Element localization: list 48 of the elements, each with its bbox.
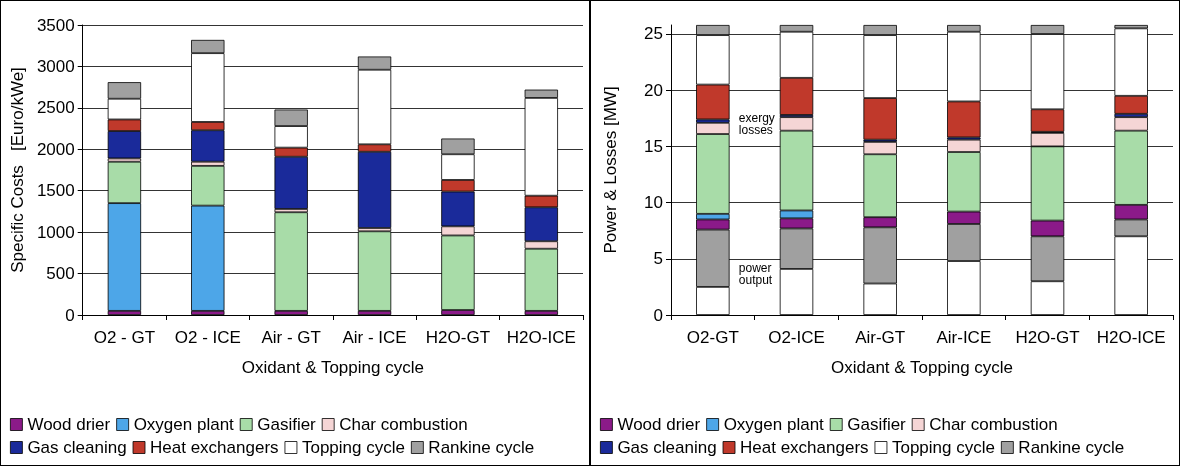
x-axis-title: Oxidant & Topping cycle [241, 358, 424, 377]
y-tick-label: 10 [644, 193, 663, 213]
y-axis-title: Power & Losses [MW] [601, 86, 620, 254]
y-tick-label: 0 [653, 305, 663, 325]
y-tick-label: 500 [46, 264, 75, 284]
legend-label: Rankine cycle [428, 438, 535, 457]
y-tick-label: 15 [644, 136, 663, 156]
x-tick-label: H2O-GT [425, 328, 491, 347]
y-axis-title: Specific Costs [Euro/kWe] [8, 67, 27, 273]
x-tick-label: H2O-ICE [506, 328, 576, 347]
x-tick-label: O2-GT [686, 328, 739, 347]
legend-label: Gas cleaning [617, 438, 717, 457]
x-tick-label: O2-ICE [768, 328, 825, 347]
x-tick-label: O2 - ICE [174, 328, 241, 347]
x-tick-label: O2 - GT [93, 328, 156, 347]
x-tick-label: Air-ICE [936, 328, 992, 347]
y-tick-label: 3000 [36, 56, 75, 76]
y-tick-label: 2500 [36, 98, 75, 118]
x-tick-label: H2O-GT [1015, 328, 1080, 347]
legend-label: Oxygen plant [133, 415, 235, 434]
y-tick-label: 0 [65, 305, 75, 325]
y-tick-label: 1000 [36, 222, 75, 242]
x-tick-label: H2O-ICE [1096, 328, 1166, 347]
annotation: exergy losses [738, 110, 775, 137]
legend-label: Wood drier [617, 415, 701, 434]
legend-label: Topping cycle [301, 438, 405, 457]
legend-label: Char combustion [339, 415, 468, 434]
legend-label: Gasifier [847, 415, 907, 434]
legend-label: Char combustion [929, 415, 1058, 434]
annotation: power output [738, 261, 773, 288]
y-tick-label: 1500 [36, 181, 75, 201]
legend-label: Heat exchangers [740, 438, 869, 457]
x-tick-label: Air - GT [261, 328, 321, 347]
legend-label: Topping cycle [891, 438, 995, 457]
legend-label: Gasifier [257, 415, 317, 434]
y-tick-label: 20 [644, 80, 663, 100]
legend-label: Heat exchangers [150, 438, 279, 457]
y-tick-label: 5 [653, 249, 663, 269]
x-axis-title: Oxidant & Topping cycle [830, 358, 1014, 377]
legend-label: Rankine cycle [1018, 438, 1125, 457]
y-tick-label: 25 [644, 24, 663, 44]
legend-label: Oxygen plant [723, 415, 825, 434]
legend-label: Gas cleaning [27, 438, 127, 457]
x-tick-label: Air - ICE [342, 328, 407, 347]
y-tick-label: 2000 [36, 139, 75, 159]
y-tick-label: 3500 [36, 15, 75, 35]
x-tick-label: Air-GT [855, 328, 906, 347]
legend-label: Wood drier [27, 415, 111, 434]
